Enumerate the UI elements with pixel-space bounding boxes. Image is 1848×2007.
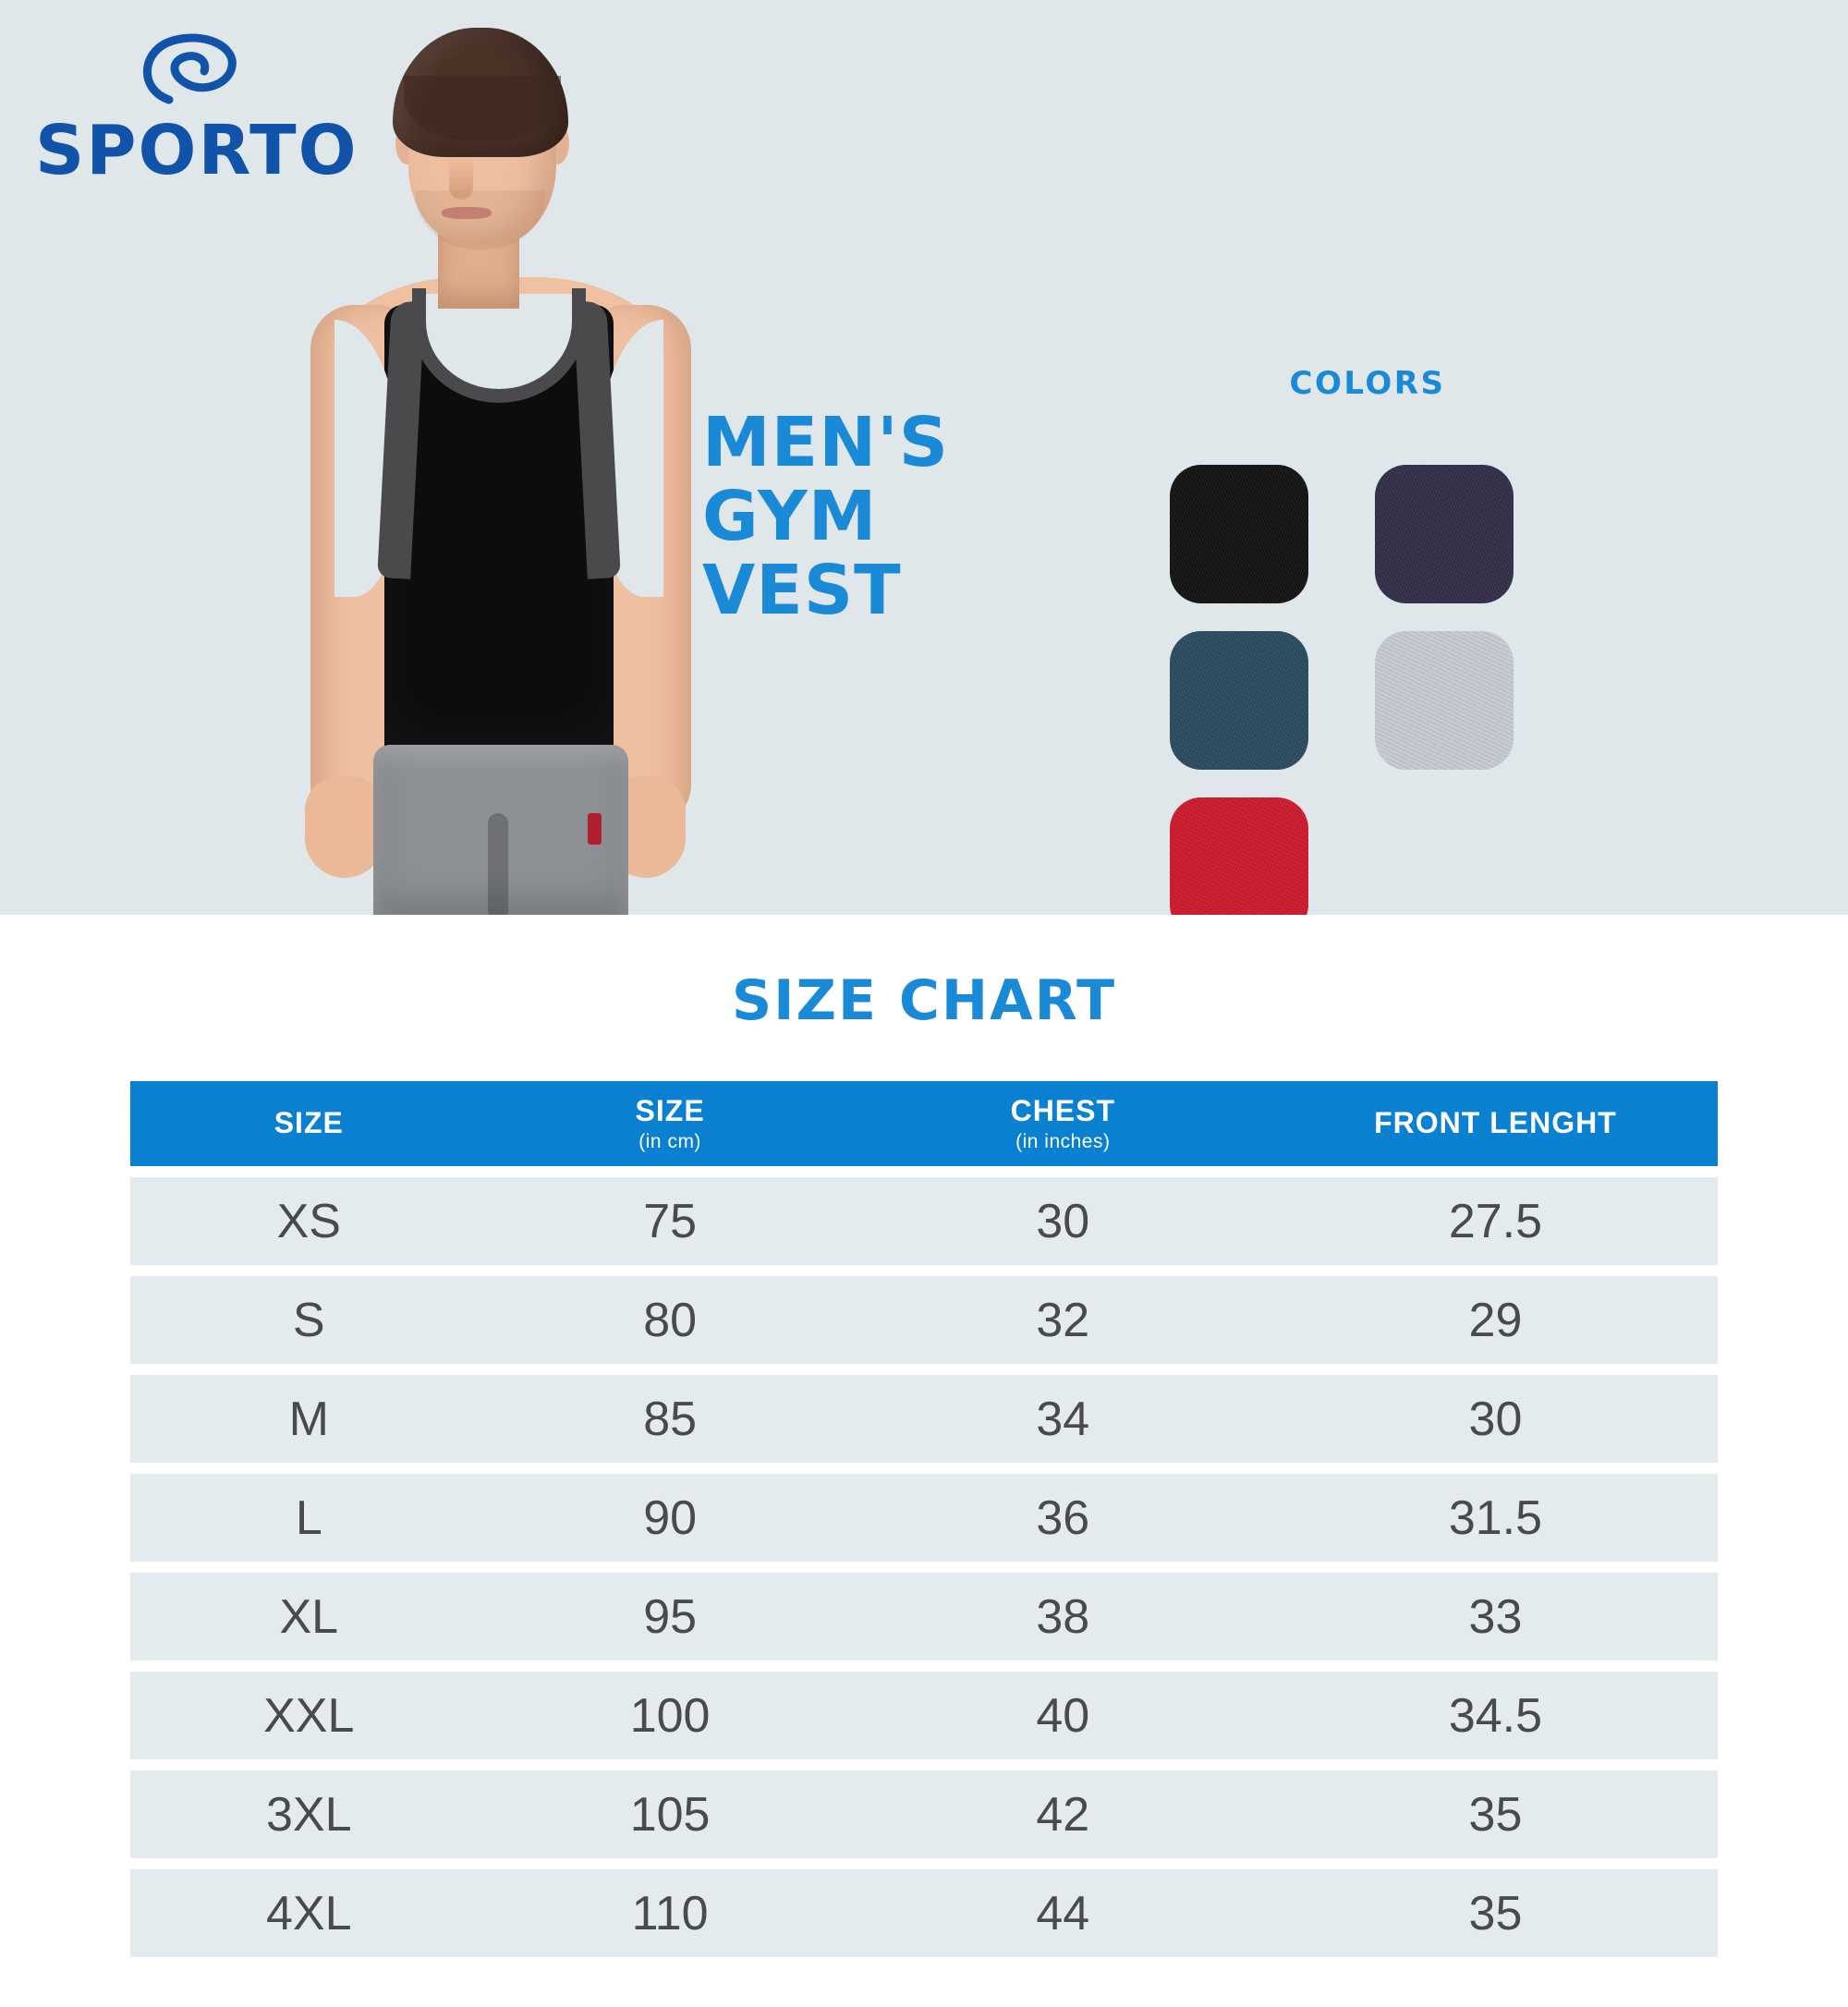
- size-chart-section: SIZE CHART SIZE SIZE (in cm) CHEST (in i…: [0, 915, 1848, 2007]
- colors-panel: COLORS: [1137, 365, 1709, 915]
- cell-chest: 40: [1036, 1688, 1090, 1743]
- table-row: XS 75 30 27.5: [130, 1177, 1718, 1265]
- table-row: S 80 32 29: [130, 1276, 1718, 1364]
- cell-front-length: 35: [1468, 1886, 1523, 1940]
- color-swatch-black[interactable]: [1170, 465, 1308, 603]
- cell-front-length: 27.5: [1448, 1194, 1543, 1248]
- cell-chest: 44: [1036, 1886, 1090, 1940]
- model-jaw-shadow: [416, 190, 545, 249]
- column-header-front-length-label: FRONT LENGHT: [1374, 1106, 1617, 1140]
- cell-size-cm: 75: [643, 1194, 698, 1248]
- cell-chest: 38: [1036, 1589, 1090, 1644]
- joggers-brand-tag: [588, 813, 602, 845]
- cell-front-length: 29: [1468, 1293, 1523, 1347]
- cell-chest: 32: [1036, 1293, 1090, 1347]
- brand-name: SPORTO: [35, 111, 359, 190]
- cell-size-cm: 110: [631, 1886, 709, 1940]
- cell-size-cm: 95: [643, 1589, 698, 1644]
- cell-size: XXL: [263, 1688, 355, 1743]
- column-header-front-length: FRONT LENGHT: [1273, 1081, 1718, 1166]
- table-row: XL 95 38 33: [130, 1573, 1718, 1660]
- cell-chest: 36: [1036, 1490, 1090, 1545]
- column-header-size-cm-sub: (in cm): [638, 1130, 701, 1152]
- table-row: 4XL 110 44 35: [130, 1869, 1718, 1957]
- cell-size: S: [292, 1293, 325, 1347]
- column-header-size: SIZE: [130, 1081, 488, 1166]
- table-row: M 85 34 30: [130, 1375, 1718, 1463]
- cell-front-length: 30: [1468, 1392, 1523, 1446]
- cell-size-cm: 100: [629, 1688, 711, 1743]
- cell-size: XS: [276, 1194, 341, 1248]
- column-header-size-cm-label: SIZE: [635, 1094, 705, 1128]
- product-title-line-1: MEN'S: [702, 403, 950, 482]
- model-nose: [449, 155, 473, 200]
- color-swatch-heather-grey[interactable]: [1375, 631, 1514, 770]
- cell-front-length: 35: [1468, 1787, 1523, 1842]
- model-mouth: [442, 207, 492, 219]
- color-swatch-grid: [1137, 465, 1709, 915]
- color-swatch-red[interactable]: [1170, 797, 1308, 915]
- cell-size: M: [288, 1392, 329, 1446]
- product-title-line-2: GYM: [702, 476, 878, 556]
- cell-front-length: 34.5: [1448, 1688, 1543, 1743]
- sporto-swoosh-icon: [142, 33, 237, 104]
- color-swatch-teal-blue[interactable]: [1170, 631, 1308, 770]
- table-row: L 90 36 31.5: [130, 1474, 1718, 1562]
- product-title-line-3: VEST: [702, 550, 902, 630]
- column-header-size-label: SIZE: [274, 1106, 344, 1140]
- cell-size-cm: 80: [643, 1293, 698, 1347]
- table-header-row: SIZE SIZE (in cm) CHEST (in inches) FRON…: [130, 1081, 1718, 1166]
- color-swatch-cell: [1342, 631, 1547, 770]
- column-header-chest-sub: (in inches): [1015, 1130, 1111, 1152]
- hero-banner: SPORTO MEN'S GYM VEST COLORS: [0, 0, 1848, 915]
- cell-size: 3XL: [266, 1787, 352, 1842]
- cell-size: 4XL: [266, 1886, 352, 1940]
- cell-front-length: 31.5: [1448, 1490, 1543, 1545]
- cell-size-cm: 90: [643, 1490, 698, 1545]
- cell-chest: 30: [1036, 1194, 1090, 1248]
- cell-chest: 34: [1036, 1392, 1090, 1446]
- colors-label: COLORS: [1289, 365, 1446, 402]
- model-joggers: [373, 745, 628, 915]
- model-hair: [393, 28, 568, 157]
- column-header-chest-label: CHEST: [1010, 1094, 1116, 1128]
- color-swatch-cell: [1137, 465, 1342, 603]
- brand-logo: SPORTO: [35, 28, 359, 190]
- cell-size-cm: 105: [629, 1787, 711, 1842]
- model-hand-left: [305, 776, 384, 878]
- size-chart-table: SIZE SIZE (in cm) CHEST (in inches) FRON…: [130, 1081, 1718, 1957]
- cell-size: L: [295, 1490, 322, 1545]
- cell-size-cm: 85: [643, 1392, 698, 1446]
- column-header-size-cm: SIZE (in cm): [488, 1081, 853, 1166]
- table-row: XXL 100 40 34.5: [130, 1672, 1718, 1759]
- color-swatch-cell: [1137, 797, 1342, 915]
- model-photo: [277, 0, 721, 915]
- size-chart-title: SIZE CHART: [731, 968, 1117, 1033]
- cell-front-length: 33: [1468, 1589, 1523, 1644]
- color-swatch-cell: [1137, 631, 1342, 770]
- color-swatch-cell: [1342, 465, 1547, 603]
- cell-chest: 42: [1036, 1787, 1090, 1842]
- column-header-chest: CHEST (in inches): [853, 1081, 1273, 1166]
- cell-size: XL: [279, 1589, 339, 1644]
- product-title: MEN'S GYM VEST: [702, 403, 950, 630]
- color-swatch-navy[interactable]: [1375, 465, 1514, 603]
- table-row: 3XL 105 42 35: [130, 1770, 1718, 1858]
